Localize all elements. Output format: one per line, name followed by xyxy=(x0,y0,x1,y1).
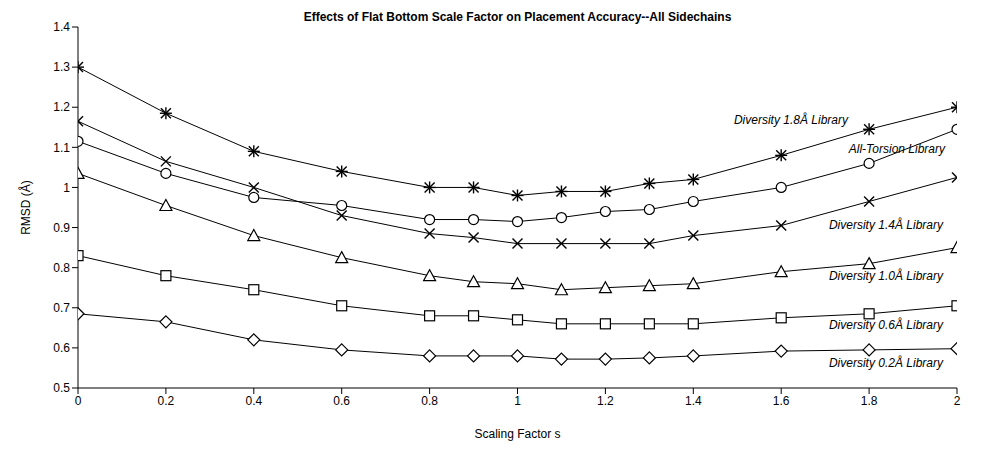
svg-text:0.8: 0.8 xyxy=(53,261,70,275)
svg-text:0.8: 0.8 xyxy=(421,394,438,408)
svg-text:0: 0 xyxy=(75,394,82,408)
svg-text:1.2: 1.2 xyxy=(53,100,70,114)
svg-text:1: 1 xyxy=(514,394,521,408)
svg-text:Diversity 1.0Å Library: Diversity 1.0Å Library xyxy=(829,268,944,283)
svg-text:1.4: 1.4 xyxy=(685,394,702,408)
svg-text:1.2: 1.2 xyxy=(597,394,614,408)
svg-text:0.7: 0.7 xyxy=(53,301,70,315)
svg-text:1.1: 1.1 xyxy=(53,141,70,155)
svg-text:0.5: 0.5 xyxy=(53,381,70,395)
svg-text:Diversity 0.2Å Library: Diversity 0.2Å Library xyxy=(829,355,944,370)
svg-text:1.6: 1.6 xyxy=(773,394,790,408)
svg-text:1: 1 xyxy=(63,181,70,195)
svg-text:2: 2 xyxy=(954,394,961,408)
html-text:Effects of Flat Bottom Scale F: Effects of Flat Bottom Scale Factor on P… xyxy=(303,10,732,24)
svg-text:Diversity 1.8Å Library: Diversity 1.8Å Library xyxy=(734,112,849,127)
svg-text:1.4: 1.4 xyxy=(53,20,70,34)
svg-text:Scaling Factor s: Scaling Factor s xyxy=(474,427,560,441)
svg-text:0.9: 0.9 xyxy=(53,221,70,235)
svg-text:1.3: 1.3 xyxy=(53,60,70,74)
svg-text:0.2: 0.2 xyxy=(158,394,175,408)
svg-text:0.6: 0.6 xyxy=(333,394,350,408)
svg-text:1.8: 1.8 xyxy=(861,394,878,408)
svg-text:RMSD (Å): RMSD (Å) xyxy=(18,180,33,235)
svg-text:All-Torsion Library: All-Torsion Library xyxy=(848,142,946,156)
svg-text:Diversity 0.6Å Library: Diversity 0.6Å Library xyxy=(829,317,944,332)
svg-text:0.4: 0.4 xyxy=(245,394,262,408)
svg-text:0.6: 0.6 xyxy=(53,341,70,355)
svg-text:Diversity 1.4Å Library: Diversity 1.4Å Library xyxy=(829,217,944,232)
